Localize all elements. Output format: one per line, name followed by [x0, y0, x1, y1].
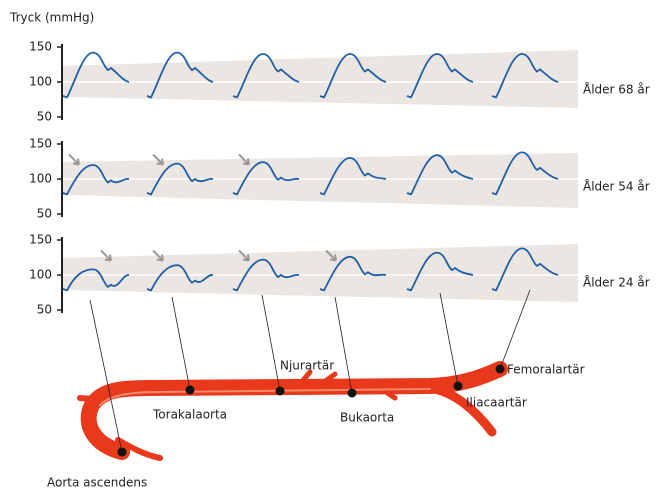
link-line	[262, 295, 280, 391]
site-dot	[496, 365, 505, 374]
pressure-band	[62, 244, 578, 302]
panels: 150 100 50 Ålder 68 år 150 100 50 Ålder 54 år 15…	[29, 40, 650, 317]
tick-label: 150	[29, 40, 52, 54]
artery-label: Torakalaorta	[152, 408, 227, 422]
diagram: Tryck (mmHg) 150 100 50 Ålder 68 år 150 100 50…	[0, 0, 659, 488]
site-dot	[348, 389, 357, 398]
site-dot	[118, 448, 127, 457]
aorta	[89, 369, 500, 452]
site-dot	[454, 382, 463, 391]
tick-label: 50	[37, 303, 52, 317]
link-line	[335, 297, 352, 393]
artery-label: Njurartär	[280, 359, 334, 373]
pressure-band	[62, 153, 578, 208]
y-axis-label: Tryck (mmHg)	[9, 11, 94, 25]
pressure-band	[62, 50, 578, 108]
age-label: Ålder 24 år	[583, 275, 650, 290]
link-line	[440, 293, 458, 386]
artery-label: Iliacaartär	[466, 396, 527, 410]
link-line	[500, 290, 530, 369]
artery	[80, 369, 500, 458]
tick-label: 100	[29, 75, 52, 89]
artery-label: Femoralartär	[507, 363, 585, 377]
artery-label: Aorta ascendens	[47, 476, 147, 488]
site-dot	[186, 386, 195, 395]
age-label: Ålder 54 år	[583, 179, 650, 194]
age-label: Ålder 68 år	[583, 82, 650, 97]
tick-label: 50	[37, 207, 52, 221]
artery-label: Bukaorta	[340, 411, 394, 425]
tick-label: 150	[29, 137, 52, 151]
link-line	[172, 297, 190, 390]
tick-label: 150	[29, 233, 52, 247]
tick-label: 50	[37, 110, 52, 124]
site-dot	[276, 387, 285, 396]
tick-label: 100	[29, 172, 52, 186]
tick-label: 100	[29, 268, 52, 282]
